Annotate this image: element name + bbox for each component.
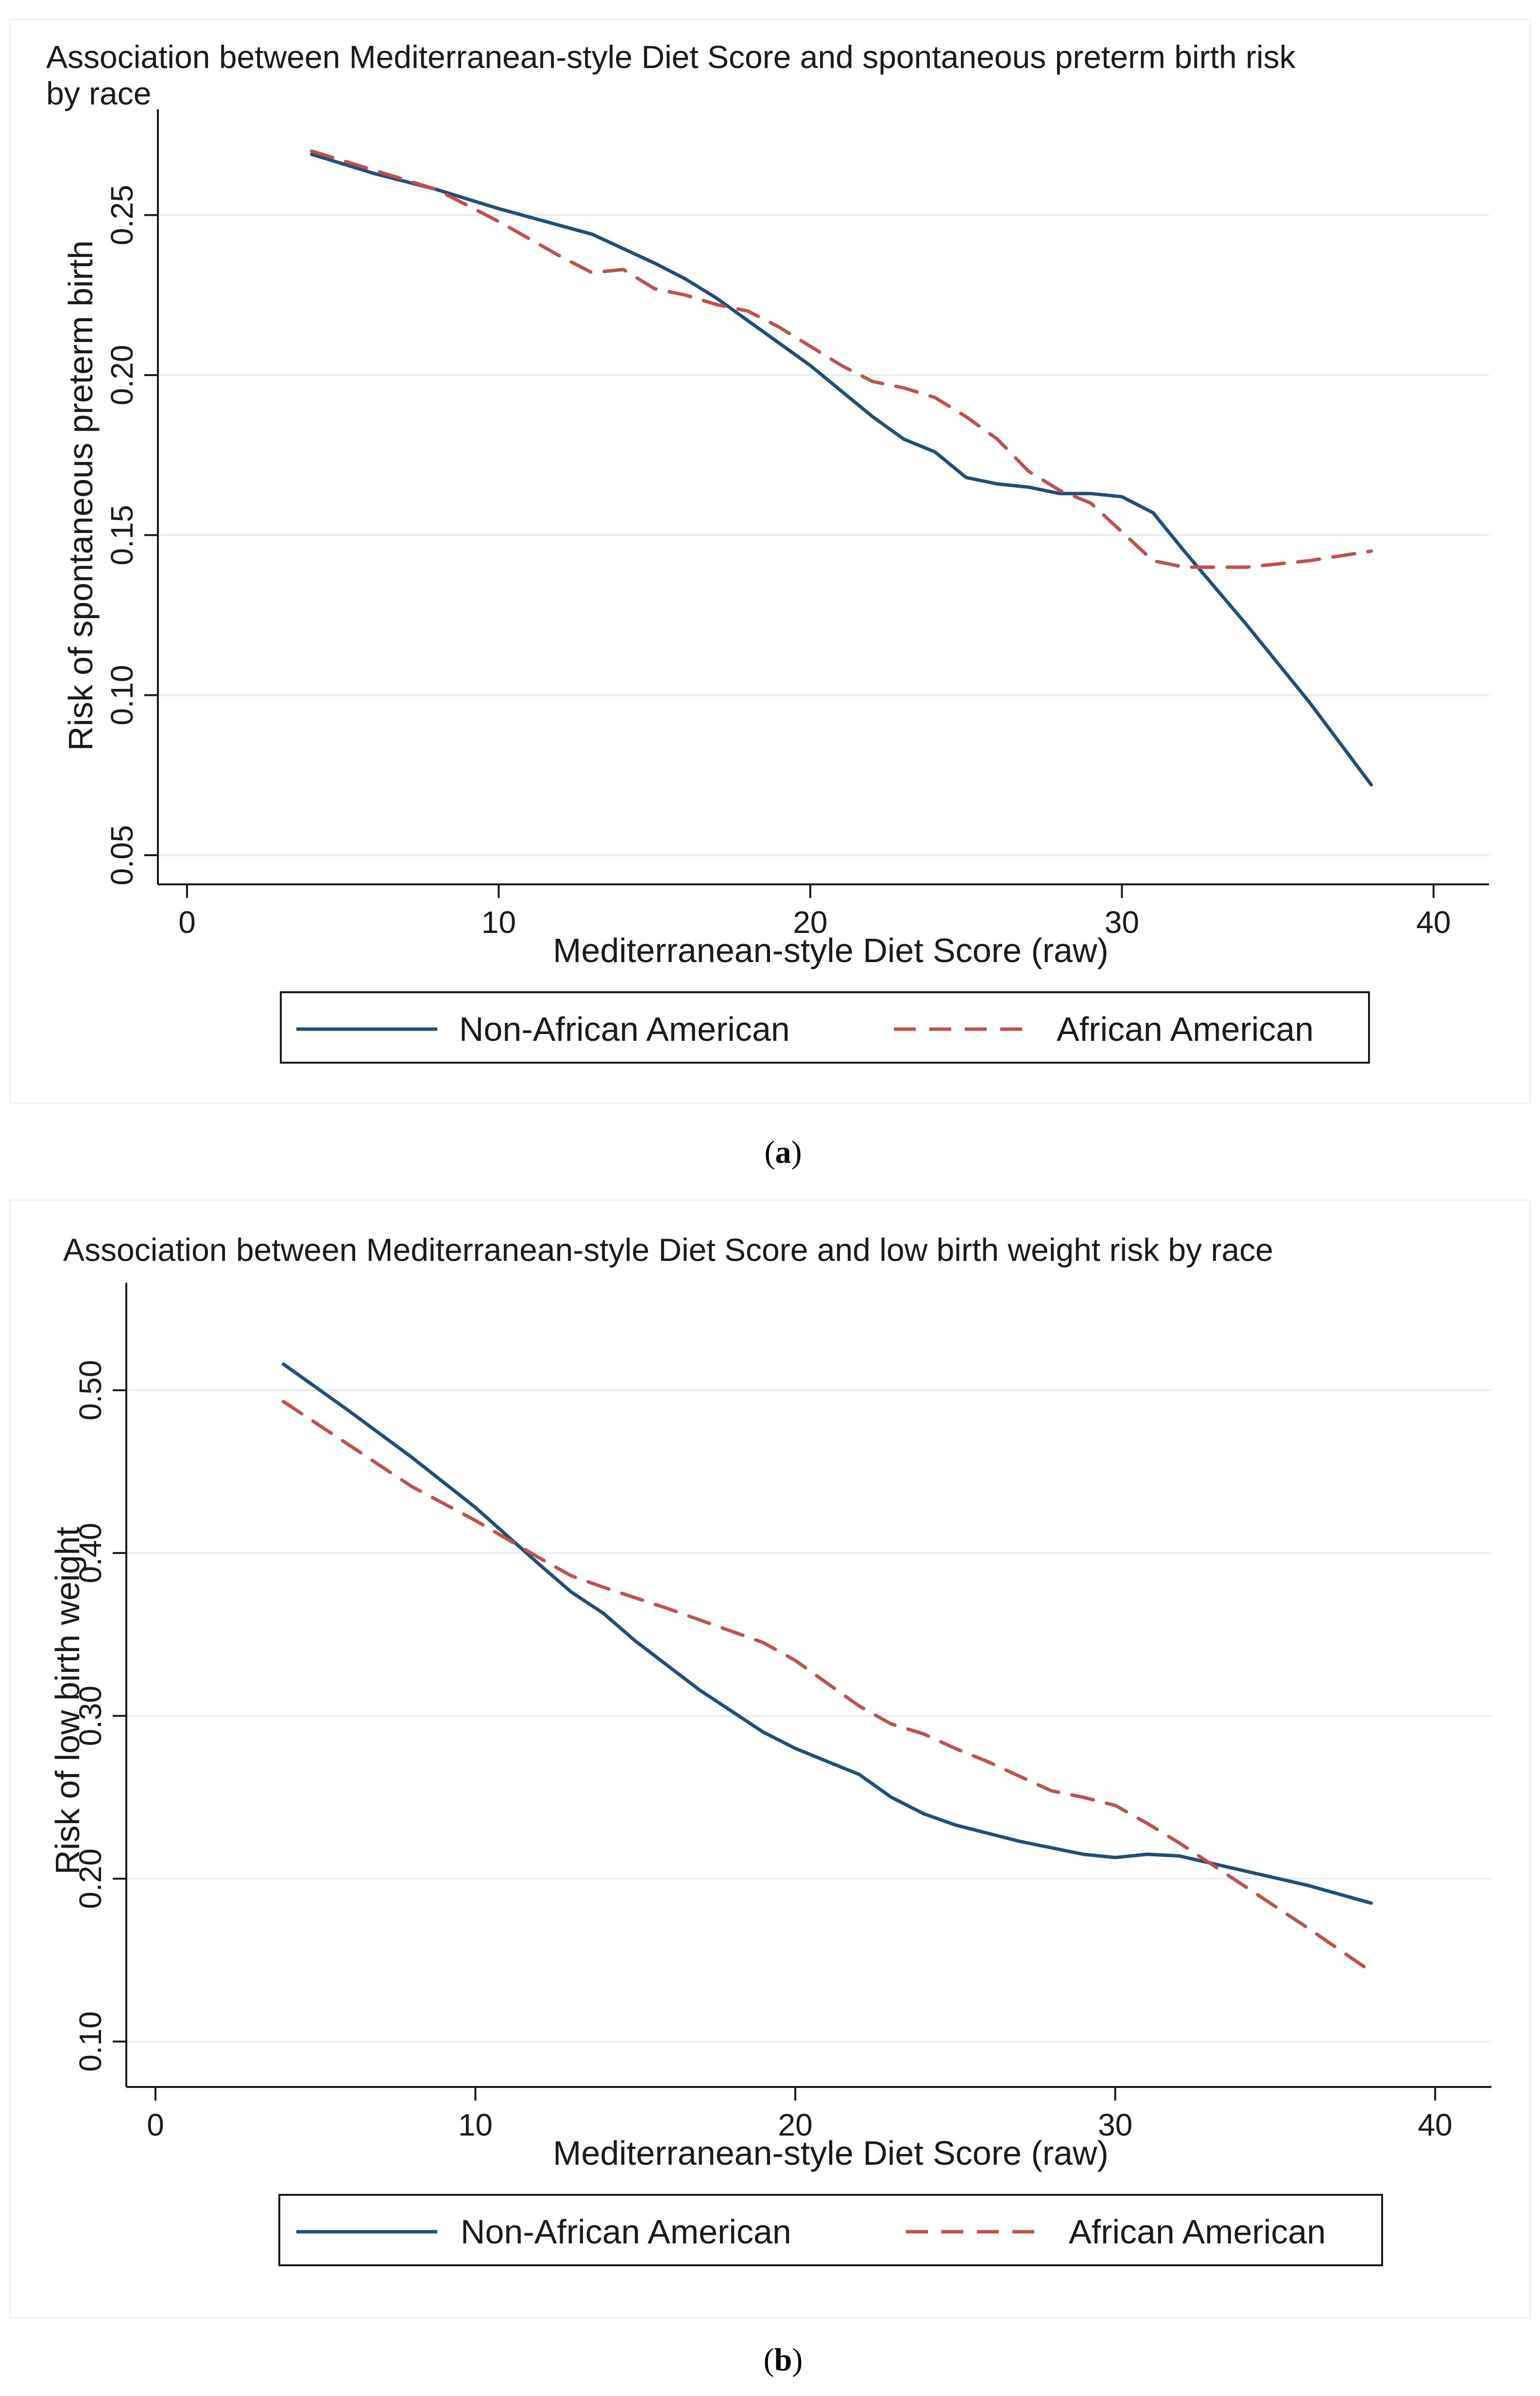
chart-b-series-african-american: [281, 1400, 1373, 1973]
chart-a-legend: Non-African American African American: [280, 991, 1370, 1064]
chart-a-y-tick-label-4: 0.25: [104, 185, 139, 245]
chart-a-y-tick-label-1: 0.10: [104, 665, 139, 725]
chart-b-x-tick-label-4: 40: [1418, 2107, 1453, 2142]
chart-a-x-tick-label-3: 30: [1105, 905, 1139, 940]
chart-a-y-axis: 0.05 0.10 0.15 0.20 0.25: [104, 109, 159, 886]
chart-a-x-tick-label-4: 40: [1416, 905, 1451, 940]
chart-a-y-tick-label-2: 0.15: [104, 505, 139, 566]
chart-a-legend-box: [280, 991, 1370, 1064]
chart-b-y-axis-label: Risk of low birth weight: [49, 1527, 86, 1875]
chart-a-y-tick-label-3: 0.20: [104, 345, 139, 406]
chart-b-x-tick-label-0: 0: [147, 2107, 164, 2142]
panel-b-background: [9, 1199, 1531, 2319]
panel-a: Association between Mediterranean-style …: [9, 18, 1531, 1170]
chart-a-legend-label-african-american: African American: [1057, 1010, 1314, 1048]
chart-b-series-non-african-american: [281, 1362, 1373, 1905]
chart-b-x-tick-label-2: 20: [778, 2107, 812, 2142]
chart-b-legend: Non-African American African American: [278, 2194, 1383, 2266]
chart-a-x-axis: 0 10 20 30 40: [158, 883, 1489, 940]
panel-b: Association between Mediterranean-style …: [9, 1199, 1531, 2378]
chart-b-x-tick-label-3: 30: [1098, 2107, 1132, 2142]
chart-a-gridlines: [158, 214, 1489, 856]
chart-a-series-african-american: [310, 149, 1373, 569]
chart-b-y-tick-label-0: 0.10: [73, 2011, 108, 2072]
chart-a-y-tick-label-0: 0.05: [104, 825, 139, 886]
chart-a-title-line-2: by race: [46, 75, 151, 111]
chart-b-legend-label-african-american: African American: [1069, 2213, 1326, 2251]
chart-b-x-axis: 0 10 20 30 40: [126, 2086, 1491, 2142]
chart-b-y-axis: 0.10 0.20 0.30 0.40 0.50: [73, 1283, 127, 2087]
chart-b-legend-box: [278, 2194, 1383, 2266]
chart-a-legend-label-non-african-american: Non-African American: [459, 1010, 790, 1048]
panel-a-background: [9, 18, 1531, 1104]
chart-a-x-axis-label: Mediterranean-style Diet Score (raw): [553, 931, 1109, 969]
chart-a-x-tick-label-2: 20: [793, 905, 827, 940]
chart-b-series: [281, 1362, 1373, 1973]
chart-b-y-tick-label-1: 0.20: [73, 1848, 108, 1909]
chart-b-legend-label-non-african-american: Non-African American: [461, 2213, 791, 2251]
chart-b-gridlines: [126, 1389, 1491, 2043]
chart-a-x-tick-label-0: 0: [178, 905, 196, 940]
caption-a: (a): [765, 1135, 802, 1170]
chart-a-series: [310, 149, 1373, 787]
caption-b: (b): [764, 2342, 803, 2378]
chart-a-y-axis-label: Risk of spontaneous preterm birth: [62, 241, 100, 751]
chart-b-y-tick-label-3: 0.40: [73, 1523, 108, 1584]
chart-b-y-tick-label-4: 0.50: [73, 1360, 108, 1421]
chart-a-series-non-african-american: [310, 153, 1373, 787]
chart-b-x-axis-label: Mediterranean-style Diet Score (raw): [553, 2134, 1109, 2172]
chart-a-x-tick-label-1: 10: [481, 905, 516, 940]
chart-a-title-line-1: Association between Mediterranean-style …: [46, 39, 1296, 75]
chart-b-title: Association between Mediterranean-style …: [63, 1232, 1273, 1268]
chart-b-y-tick-label-2: 0.30: [73, 1686, 108, 1746]
chart-b-x-tick-label-1: 10: [458, 2107, 493, 2142]
